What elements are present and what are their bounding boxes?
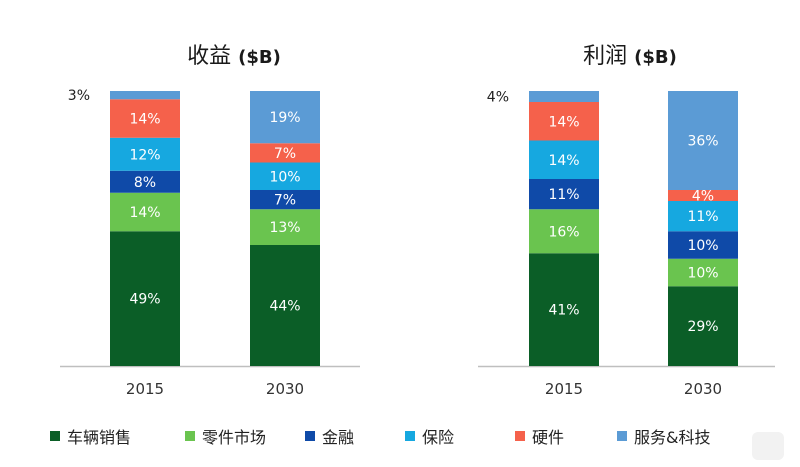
revenue-label-2030-seg-1: 13% (269, 220, 300, 236)
profit-bar-2015-seg-3 (529, 140, 599, 179)
legend: 车辆销售 零件市场 金融 保险 硬件 服务&科技 (50, 424, 790, 450)
profit-bar-2015-seg-5 (529, 91, 599, 102)
legend-swatch-services-tech (617, 431, 627, 441)
legend-swatch-aftermarket (185, 431, 195, 441)
revenue-label-2030-seg-3: 10% (269, 169, 300, 185)
profit-label-2015-seg-1: 16% (548, 224, 579, 240)
legend-label-services-tech: 服务&科技 (634, 428, 711, 447)
legend-swatch-vehicle-sales (50, 431, 60, 441)
legend-label-aftermarket: 零件市场 (202, 428, 267, 447)
revenue-tick-2030: 2030 (266, 380, 304, 398)
revenue-bar-2030-seg-5 (250, 91, 320, 144)
profit-label-2015-seg-2: 11% (548, 187, 579, 203)
watermark-logo (752, 432, 784, 460)
revenue-bar-2030-seg-2 (250, 190, 320, 210)
revenue-label-2015-seg-3: 12% (129, 147, 160, 163)
legend-item-vehicle-sales: 车辆销售 (50, 424, 131, 448)
legend-swatch-finance (305, 431, 315, 441)
profit-bar-2030-seg-5 (668, 91, 738, 190)
revenue-tick-2015: 2015 (126, 380, 164, 398)
revenue-label-2015-seg-5: 3% (68, 88, 90, 104)
legend-item-finance: 金融 (305, 424, 354, 448)
legend-item-insurance: 保险 (405, 424, 454, 448)
profit-label-2015-seg-4: 14% (548, 114, 579, 130)
revenue-bar-2015-seg-3 (110, 137, 180, 171)
profit-label-2030-seg-0: 29% (687, 319, 718, 335)
profit-label-2030-seg-2: 10% (687, 238, 718, 254)
revenue-bar-2030-seg-3 (250, 162, 320, 190)
revenue-label-2030-seg-0: 44% (269, 299, 300, 315)
legend-item-aftermarket: 零件市场 (185, 424, 266, 448)
profit-bar-2015-seg-0 (529, 253, 599, 366)
revenue-bar-2015-seg-5 (110, 91, 180, 100)
revenue-label-2015-seg-0: 49% (129, 292, 160, 308)
profit-bar-2030-seg-4 (668, 190, 738, 201)
legend-swatch-hardware (515, 431, 525, 441)
revenue-bar-2015-seg-2 (110, 170, 180, 193)
legend-item-services-tech: 服务&科技 (617, 424, 710, 448)
legend-label-finance: 金融 (322, 428, 355, 447)
profit-bar-2030-seg-0 (668, 286, 738, 366)
profit-label-2030-seg-1: 10% (687, 266, 718, 282)
revenue-bar-2015-seg-4 (110, 99, 180, 138)
profit-chart-title: 利润 ($B) (583, 44, 677, 69)
profit-label-2030-seg-4: 4% (692, 189, 714, 205)
revenue-label-2030-seg-2: 7% (274, 193, 296, 209)
profit-label-2030-seg-3: 11% (687, 209, 718, 225)
profit-label-2015-seg-5: 4% (487, 90, 509, 106)
profit-bar-2015-seg-2 (529, 179, 599, 210)
profit-bar-2015-seg-4 (529, 102, 599, 141)
profit-tick-2030: 2030 (684, 380, 722, 398)
profit-bar-2030-seg-2 (668, 231, 738, 259)
revenue-label-2030-seg-5: 19% (269, 110, 300, 126)
profit-bar-2030-seg-1 (668, 258, 738, 287)
revenue-chart-title: 收益 ($B) (187, 44, 281, 69)
profit-bar-2015-seg-1 (529, 209, 599, 254)
profit-label-2015-seg-3: 14% (548, 153, 579, 169)
legend-label-vehicle-sales: 车辆销售 (67, 428, 132, 447)
profit-label-2030-seg-5: 36% (687, 134, 718, 150)
revenue-label-2015-seg-4: 14% (129, 112, 160, 128)
revenue-label-2030-seg-4: 7% (274, 146, 296, 162)
profit-bar-2030-seg-3 (668, 201, 738, 232)
revenue-bar-2015-seg-0 (110, 231, 180, 366)
profit-tick-2015: 2015 (545, 380, 583, 398)
legend-swatch-insurance (405, 431, 415, 441)
legend-item-hardware: 硬件 (515, 424, 564, 448)
legend-label-hardware: 硬件 (532, 428, 565, 447)
revenue-label-2015-seg-2: 8% (134, 175, 156, 191)
revenue-bar-2030-seg-4 (250, 143, 320, 163)
revenue-bar-2015-seg-1 (110, 192, 180, 232)
legend-label-insurance: 保险 (422, 428, 455, 447)
revenue-bar-2030-seg-1 (250, 209, 320, 245)
revenue-bar-2030-seg-0 (250, 245, 320, 366)
revenue-label-2015-seg-1: 14% (129, 205, 160, 221)
profit-label-2015-seg-0: 41% (548, 303, 579, 319)
